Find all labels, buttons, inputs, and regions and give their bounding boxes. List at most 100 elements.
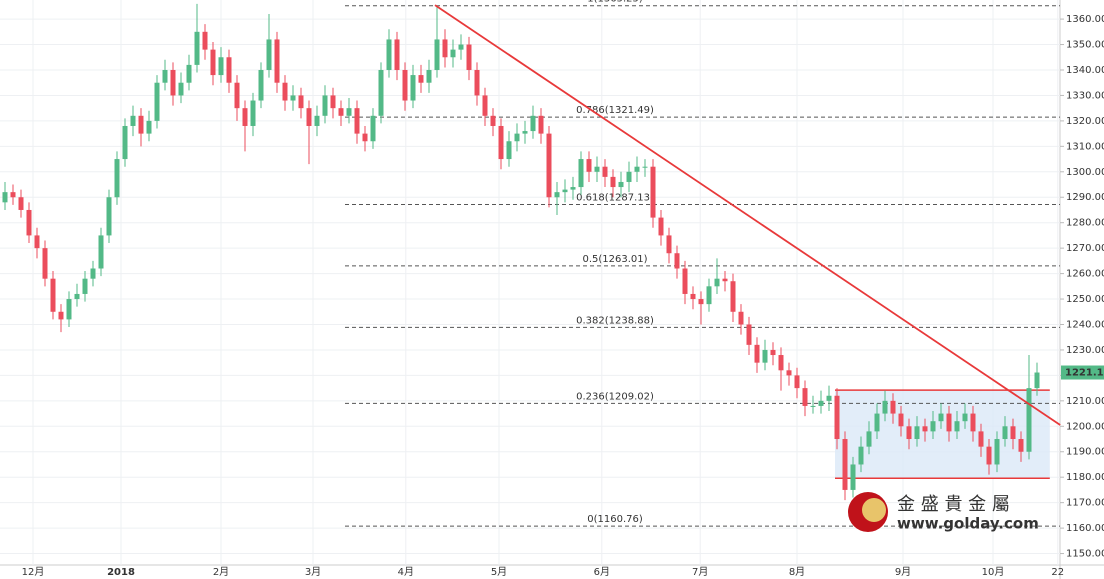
candle-body: [154, 82, 160, 121]
y-tick-label: 1260.00: [1066, 269, 1104, 280]
x-tick-label: 9月: [895, 566, 911, 578]
candle-body: [866, 431, 872, 447]
fib-label: 0.618(1287.13): [576, 193, 654, 204]
y-tick-label: 1300.00: [1066, 167, 1104, 178]
candle-body: [962, 413, 968, 422]
candle-body: [562, 189, 568, 193]
candle-body: [418, 75, 424, 83]
logo-url: www.golday.com: [897, 515, 1039, 533]
x-tick-label: 8月: [789, 566, 805, 578]
candle-body: [50, 278, 56, 312]
candle-body: [18, 197, 24, 210]
candle-body: [538, 115, 544, 134]
candle-body: [714, 278, 720, 287]
candle-body: [194, 31, 200, 65]
candle-body: [138, 115, 144, 134]
trendline: [434, 4, 1061, 426]
y-tick-label: 1270.00: [1066, 243, 1104, 254]
candle-body: [306, 108, 312, 126]
y-tick-label: 1160.00: [1066, 523, 1104, 534]
candle-body: [498, 125, 504, 160]
candle-body: [490, 115, 496, 126]
y-tick-label: 1310.00: [1066, 141, 1104, 152]
candle-body: [1034, 372, 1040, 389]
candle-body: [906, 426, 912, 440]
candle-body: [458, 44, 464, 50]
candle-body: [514, 133, 520, 142]
candle-body: [730, 281, 736, 312]
logo-inner: [862, 498, 886, 522]
candle-body: [66, 299, 72, 320]
y-tick-label: 1150.00: [1066, 549, 1104, 560]
candle-body: [210, 49, 216, 76]
y-tick-label: 1320.00: [1066, 116, 1104, 127]
candle-body: [410, 75, 416, 101]
candle-body: [938, 413, 944, 422]
y-tick-label: 1180.00: [1066, 472, 1104, 483]
candle-body: [298, 95, 304, 109]
candle-body: [522, 131, 528, 134]
candle-body: [466, 44, 472, 70]
y-tick-label: 1240.00: [1066, 319, 1104, 330]
candle-body: [738, 311, 744, 325]
candle-body: [338, 108, 344, 116]
candle-body: [98, 235, 104, 269]
candle-body: [722, 278, 728, 282]
y-tick-label: 1280.00: [1066, 218, 1104, 229]
candle-body: [122, 125, 128, 160]
candle-body: [386, 39, 392, 70]
candle-body: [890, 400, 896, 414]
candle-body: [226, 57, 232, 83]
candle-body: [810, 405, 816, 407]
y-tick-label: 1250.00: [1066, 294, 1104, 305]
y-tick-label: 1210.00: [1066, 396, 1104, 407]
x-tick-label: 22: [1051, 567, 1064, 578]
candle-body: [2, 192, 8, 203]
candle-body: [434, 39, 440, 70]
x-tick-label: 7月: [692, 566, 708, 578]
x-tick-label: 6月: [594, 566, 610, 578]
candle-body: [658, 217, 664, 236]
candle-body: [754, 344, 760, 363]
candle-body: [922, 426, 928, 432]
fib-label: 1(1365.25): [587, 0, 643, 5]
candle-body: [994, 439, 1000, 465]
candle-body: [258, 69, 264, 101]
candle-body: [82, 278, 88, 294]
candle-body: [578, 159, 584, 188]
candle-body: [690, 293, 696, 300]
candle-body: [778, 355, 784, 371]
candle-body: [58, 311, 64, 320]
candle-body: [850, 464, 856, 490]
candle-body: [970, 413, 976, 432]
candle-body: [802, 388, 808, 406]
candle-body: [746, 324, 752, 345]
candle-body: [442, 39, 448, 58]
candle-body: [378, 69, 384, 116]
y-tick-label: 1330.00: [1066, 90, 1104, 101]
candle-body: [314, 115, 320, 126]
candle-body: [986, 446, 992, 465]
candle-body: [610, 176, 616, 188]
candle-body: [762, 349, 768, 363]
candle-body: [954, 421, 960, 432]
candle-body: [770, 349, 776, 356]
candle-body: [978, 431, 984, 447]
candle-body: [162, 69, 168, 83]
candle-body: [250, 100, 256, 126]
candle-body: [330, 95, 336, 109]
candle-body: [842, 439, 848, 490]
candle-body: [426, 69, 432, 83]
candle-body: [114, 159, 120, 198]
y-tick-label: 1170.00: [1066, 498, 1104, 509]
x-tick-label: 12月: [22, 566, 45, 578]
candle-body: [818, 400, 824, 406]
fib-label: 0.786(1321.49): [576, 105, 654, 116]
candle-body: [706, 286, 712, 305]
x-tick-label: 5月: [491, 566, 507, 578]
candle-body: [898, 413, 904, 427]
y-tick-label: 1340.00: [1066, 65, 1104, 76]
candle-body: [242, 108, 248, 126]
